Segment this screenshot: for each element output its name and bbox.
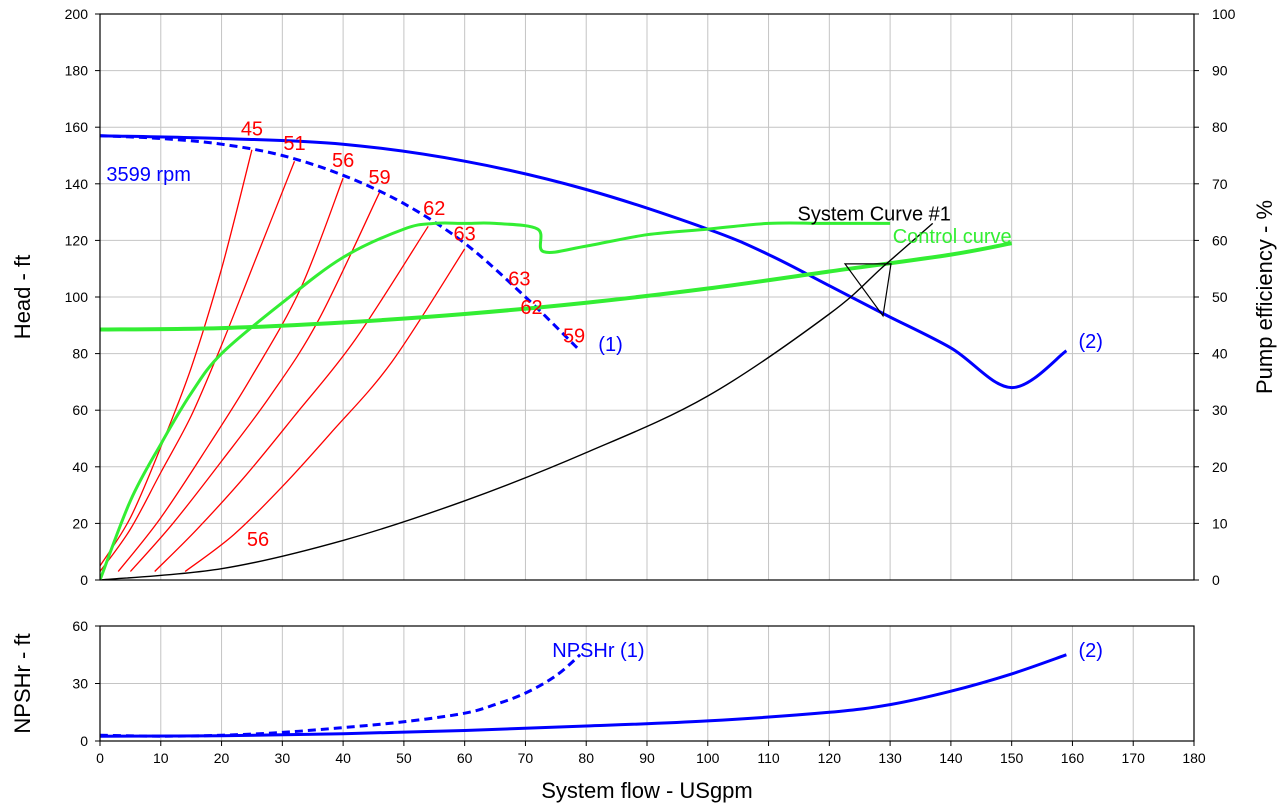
annotation-45: 45: [241, 119, 263, 141]
x-tick-label: 40: [335, 750, 351, 766]
series-2-line: [100, 134, 1068, 390]
y-left-tick-label: 0: [80, 572, 88, 588]
y-left-tick-label: 40: [72, 459, 88, 475]
annotation-56: 56: [332, 150, 354, 172]
operating-point-marker: [843, 263, 892, 318]
grid-lines: [99, 13, 1195, 742]
y-left-tick-label: 120: [65, 232, 89, 248]
y-right-axis-title: Pump efficiency - %: [1252, 200, 1277, 394]
y-left-tick-label: 80: [72, 346, 88, 362]
x-tick-label: 30: [275, 750, 291, 766]
npsh-y-tick-label: 30: [72, 676, 88, 692]
y-left-tick-label: 180: [65, 63, 89, 79]
x-tick-label: 160: [1061, 750, 1085, 766]
npsh-annotation-npshr-1: NPSHr (1): [552, 640, 644, 662]
annotation-56: 56: [247, 529, 269, 551]
x-axis-title: System flow - USgpm: [541, 778, 753, 803]
annotation-2: (2): [1078, 331, 1102, 353]
series-efficiency-line: [100, 221, 891, 580]
y-left-tick-label: 140: [65, 176, 89, 192]
y-right-tick-label: 10: [1212, 515, 1228, 531]
efficiency-contour-56: [117, 177, 344, 572]
y-right-tick-label: 100: [1212, 6, 1236, 22]
y-left-tick-label: 60: [72, 402, 88, 418]
x-tick-label: 90: [639, 750, 655, 766]
x-tick-label: 120: [818, 750, 842, 766]
y-right-tick-label: 60: [1212, 232, 1228, 248]
annotation-63: 63: [454, 223, 476, 245]
efficiency-contour-59: [129, 192, 381, 572]
efficiency-contour-45: [100, 149, 253, 567]
x-tick-label: 60: [457, 750, 473, 766]
x-tick-label: 0: [96, 750, 104, 766]
npsh-series-2-line: [100, 653, 1067, 738]
npsh-series-npshr-1-line: [100, 653, 582, 738]
x-tick-label: 10: [153, 750, 169, 766]
efficiency-contour-63: [184, 248, 466, 573]
npsh-y-axis-title: NPSHr - ft: [10, 633, 35, 733]
y-right-tick-label: 30: [1212, 402, 1228, 418]
axis-titles: Head - ft Pump efficiency - % NPSHr - ft Sy…: [10, 200, 1277, 803]
x-tick-label: 20: [214, 750, 230, 766]
x-tick-label: 140: [939, 750, 963, 766]
x-tick-label: 150: [1000, 750, 1024, 766]
y-left-tick-label: 20: [72, 515, 88, 531]
x-tick-label: 130: [878, 750, 902, 766]
x-tick-label: 170: [1122, 750, 1146, 766]
series-control-curve-line: [100, 241, 1013, 332]
annotation-62: 62: [423, 198, 445, 220]
annotation-labels: 45 51 56 59 62 63 63 62 59 56 3599 rpm (1) (2) System…: [106, 119, 1103, 662]
series-system-curve-1-line: [100, 222, 934, 580]
x-tick-label: 110: [757, 750, 780, 766]
y-left-axis-title: Head - ft: [10, 255, 35, 339]
y-right-tick-label: 90: [1212, 63, 1228, 79]
y-right-tick-label: 20: [1212, 459, 1228, 475]
annotation-59: 59: [368, 167, 390, 189]
annotation-3599-rpm: 3599 rpm: [106, 164, 191, 186]
y-left-tick-label: 100: [65, 289, 89, 305]
y-right-tick-label: 80: [1212, 119, 1228, 135]
y-right-tick-label: 40: [1212, 346, 1228, 362]
npsh-y-tick-label: 0: [80, 733, 88, 749]
npsh-y-tick-label: 60: [72, 618, 88, 634]
tick-labels: 0204060801001201401601802000102030405060…: [65, 6, 1236, 766]
x-tick-label: 180: [1182, 750, 1206, 766]
x-tick-label: 70: [518, 750, 534, 766]
annotation-62: 62: [520, 297, 542, 319]
annotation-51: 51: [283, 133, 305, 155]
y-left-tick-label: 160: [65, 119, 89, 135]
x-tick-label: 80: [578, 750, 594, 766]
annotation-control-curve: Control curve: [893, 226, 1012, 248]
x-tick-label: 100: [696, 750, 720, 766]
y-left-tick-label: 200: [65, 6, 89, 22]
annotation-system-curve-1: System Curve #1: [797, 204, 950, 226]
efficiency-contour-62: [154, 225, 429, 572]
y-right-tick-label: 50: [1212, 289, 1228, 305]
annotation-1: (1): [598, 334, 622, 356]
y-right-tick-label: 70: [1212, 176, 1228, 192]
annotation-59: 59: [563, 325, 585, 347]
plot-series: [100, 134, 1068, 738]
npsh-annotation-2: (2): [1078, 640, 1102, 662]
series-1-line: [100, 134, 582, 352]
x-tick-label: 50: [396, 750, 412, 766]
y-right-tick-label: 0: [1212, 572, 1220, 588]
efficiency-contour-51: [100, 160, 296, 572]
npsh-plot-area: [100, 653, 1067, 738]
main-plot-area: [100, 134, 1068, 580]
annotation-63: 63: [508, 269, 530, 291]
